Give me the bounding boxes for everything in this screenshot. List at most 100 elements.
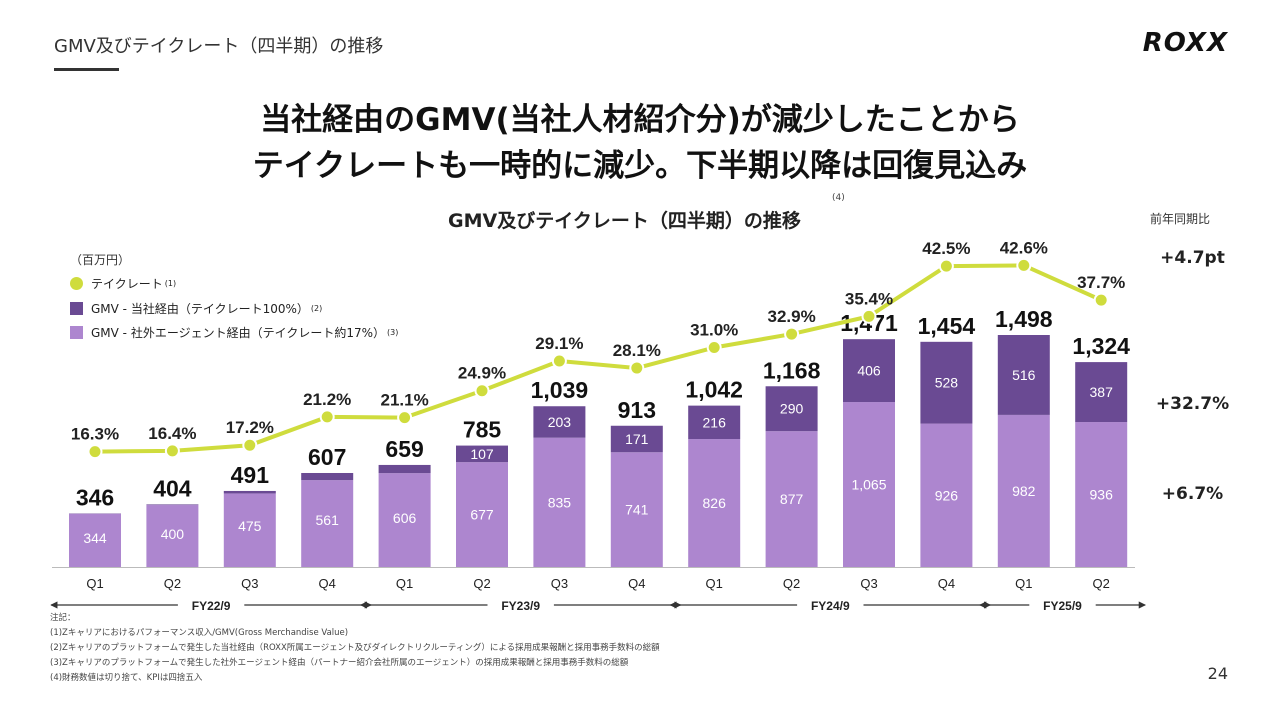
bar-gmv-direct	[610, 425, 663, 453]
take-rate-label: 28.1%	[613, 341, 661, 360]
take-rate-label: 42.6%	[1000, 238, 1048, 257]
take-rate-point	[319, 409, 335, 425]
legend-take-rate-swatch	[70, 276, 83, 290]
bar-label-gmv-direct: 203	[548, 414, 572, 430]
take-rate-point	[938, 258, 954, 274]
bar-total-label: 1,039	[531, 377, 589, 403]
take-rate-label: 24.9%	[458, 364, 506, 383]
take-rate-point	[1016, 257, 1032, 273]
bar-gmv-direct	[997, 335, 1050, 415]
bar-label-gmv-external: 741	[625, 502, 649, 518]
legend-take-rate-note: (1)	[164, 278, 177, 288]
footnote-3: (3)Zキャリアのプラットフォームで発生した社外エージェント経由（パートナー紹介…	[50, 658, 629, 668]
bar-gmv-direct	[765, 386, 818, 432]
footnote-heading: 注記：	[50, 613, 76, 623]
take-rate-label: 35.4%	[845, 289, 893, 308]
take-rate-point	[706, 340, 722, 356]
bar-total-label: 1,324	[1072, 333, 1130, 359]
bar-gmv-external	[301, 480, 354, 567]
bar-label-gmv-external: 826	[703, 495, 727, 511]
take-rate-point	[474, 383, 490, 399]
bar-total-label: 913	[618, 397, 656, 423]
take-rate-label: 31.0%	[690, 321, 738, 340]
legend-gmv-external-note: (3)	[387, 327, 399, 337]
bar-total-label: 1,454	[918, 313, 976, 339]
legend-gmv-direct-note: (2)	[310, 303, 323, 313]
x-tick-label: Q2	[783, 576, 800, 591]
bar-label-gmv-external: 982	[1012, 483, 1036, 499]
legend-gmv-direct: GMV - 当社経由（テイクレート100%） (2)	[70, 300, 322, 316]
bar-label-gmv-external: 1,065	[851, 477, 886, 493]
roxx-logo: ROXX	[1142, 28, 1228, 58]
x-tick-label: Q4	[938, 576, 955, 591]
x-tick-label: Q2	[473, 576, 490, 591]
bar-label-gmv-external: 606	[393, 510, 417, 526]
bar-gmv-direct	[301, 472, 354, 481]
bar-total-label: 1,168	[763, 357, 821, 383]
footnote-1: (1)Zキャリアにおけるパフォーマンス収入/GMV(Gross Merchand…	[50, 628, 349, 638]
take-rate-point	[784, 326, 800, 342]
bar-total-label: 659	[385, 436, 423, 462]
legend-gmv-direct-label: GMV - 当社経由（テイクレート100%）	[91, 301, 309, 316]
chart-title: GMV及びテイクレート（四半期）の推移	[448, 210, 801, 232]
bar-total-label: 346	[76, 484, 114, 510]
bar-label-gmv-external: 344	[83, 530, 107, 546]
page-number: 24	[1207, 664, 1228, 683]
bar-total-label: 785	[463, 417, 502, 443]
legend-take-rate: テイクレート (1)	[70, 275, 176, 291]
take-rate-point	[1093, 292, 1109, 308]
bar-label-gmv-direct: 516	[1012, 367, 1036, 383]
x-tick-label: Q1	[86, 576, 103, 591]
fiscal-year-label: FY22/9	[192, 599, 231, 613]
bar-gmv-external	[610, 452, 663, 567]
take-rate-label: 32.9%	[767, 307, 815, 326]
bar-gmv-external	[533, 437, 586, 567]
headline-line-1: 当社経由のGMV(当社人材紹介分)が減少したことから	[260, 102, 1020, 138]
x-tick-label: Q3	[551, 576, 568, 591]
bar-gmv-external	[456, 462, 508, 567]
bar-gmv-direct	[843, 339, 895, 403]
take-rate-label: 29.1%	[535, 334, 583, 353]
header-title: GMV及びテイクレート（四半期）の推移	[54, 36, 384, 57]
fiscal-year-label: FY23/9	[501, 599, 540, 613]
bar-label-gmv-external: 877	[780, 491, 804, 507]
bar-label-gmv-external: 400	[161, 526, 185, 542]
bar-gmv-direct	[456, 445, 508, 463]
x-tick-label: Q1	[1015, 576, 1032, 591]
take-rate-point	[551, 353, 567, 369]
bar-label-gmv-external: 561	[316, 512, 340, 528]
bar-total-label: 1,042	[685, 377, 743, 403]
legend-gmv-external-swatch	[70, 325, 83, 339]
take-rate-label: 21.1%	[380, 391, 428, 410]
bar-label-gmv-direct: 107	[470, 446, 494, 462]
bar-gmv-external	[378, 473, 431, 567]
bar-total-label: 607	[308, 444, 346, 470]
footnote-4: (4)財務数値は切り捨て、KPIは四捨五入	[50, 673, 203, 683]
yoy-take-rate: +4.7pt	[1160, 248, 1225, 268]
footnote-2: (2)Zキャリアのプラットフォームで発生した当社経由（ROXX所属エージェント及…	[50, 643, 660, 653]
bar-gmv-direct	[146, 504, 199, 506]
bar-gmv-external	[765, 431, 818, 567]
bar-label-gmv-external: 475	[238, 518, 262, 534]
bar-total-label: 404	[153, 475, 192, 501]
x-tick-label: Q2	[1093, 576, 1110, 591]
bar-gmv-external	[69, 513, 121, 567]
yoy-gmv-external: +6.7%	[1161, 484, 1224, 504]
bar-label-gmv-external: 936	[1090, 487, 1114, 503]
bar-gmv-direct	[533, 406, 586, 438]
fiscal-year-label: FY25/9	[1043, 599, 1082, 613]
bar-gmv-direct	[223, 490, 276, 494]
bar-gmv-external	[843, 402, 895, 567]
legend-gmv-direct-swatch	[70, 301, 83, 315]
bar-gmv-external	[997, 414, 1050, 567]
chart-title-note: (4)	[832, 193, 845, 203]
bar-label-gmv-direct: 216	[703, 414, 727, 430]
bar-label-gmv-direct: 290	[780, 401, 804, 417]
bar-label-gmv-external: 926	[935, 487, 959, 503]
take-rate-label: 21.2%	[303, 390, 351, 409]
x-tick-label: Q4	[319, 576, 336, 591]
legend-gmv-external-label: GMV - 社外エージェント経由（テイクレート約17%）	[91, 325, 386, 340]
unit-label: （百万円）	[70, 253, 131, 267]
take-rate-point	[164, 443, 180, 459]
